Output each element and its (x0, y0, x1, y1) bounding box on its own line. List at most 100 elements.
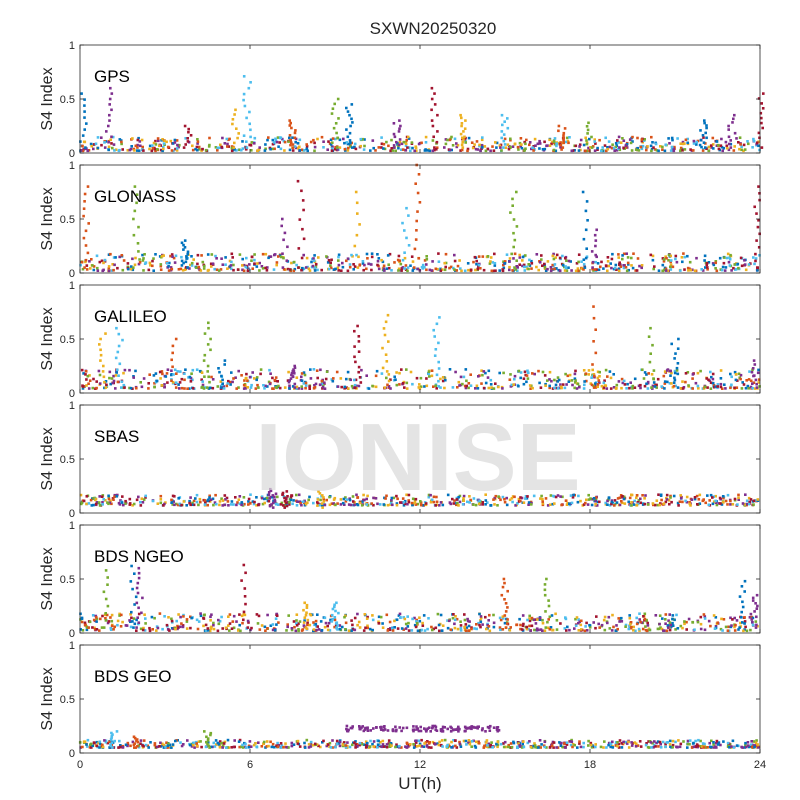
data-point (366, 626, 369, 630)
data-point (753, 744, 756, 747)
data-point (217, 622, 221, 626)
data-point (83, 200, 86, 203)
data-point (114, 256, 117, 259)
panel-label: GLONASS (94, 187, 176, 206)
data-point (101, 370, 105, 373)
data-point (431, 139, 435, 142)
data-point (733, 113, 736, 117)
data-point (559, 383, 562, 386)
data-point (293, 145, 297, 148)
data-point (95, 740, 99, 744)
data-point (681, 500, 684, 504)
data-point (606, 499, 609, 503)
data-point (247, 497, 251, 501)
data-point (79, 149, 83, 152)
data-point (196, 262, 199, 266)
data-point (664, 255, 667, 258)
data-point (543, 266, 547, 269)
data-point (356, 623, 359, 627)
data-point (333, 603, 336, 607)
data-point (701, 134, 705, 137)
data-point (554, 149, 558, 153)
data-point (576, 500, 580, 504)
data-point (382, 745, 386, 748)
data-point (519, 371, 523, 374)
data-point (679, 142, 682, 145)
data-point (203, 503, 207, 506)
data-point (740, 387, 744, 390)
data-point (328, 741, 332, 745)
data-point (474, 268, 477, 272)
data-point (348, 131, 352, 135)
data-point (555, 746, 558, 749)
data-point (696, 371, 700, 375)
data-point (671, 138, 674, 142)
data-point (709, 624, 712, 628)
data-point (409, 149, 412, 153)
data-point (574, 269, 578, 273)
data-point (573, 386, 576, 390)
data-point (588, 626, 592, 629)
data-point (170, 373, 173, 376)
data-point (293, 267, 297, 271)
data-point (309, 740, 313, 744)
data-point (658, 622, 661, 626)
data-point (385, 370, 389, 373)
data-point (635, 622, 639, 626)
data-point (562, 136, 565, 140)
data-point (183, 239, 187, 242)
data-point (485, 739, 489, 742)
data-point (751, 382, 754, 385)
data-point (417, 257, 421, 260)
data-point (183, 378, 186, 382)
data-point (634, 148, 638, 151)
data-point (760, 146, 764, 149)
data-point (411, 617, 414, 621)
data-point (501, 628, 505, 631)
data-point (664, 622, 667, 625)
data-point (592, 305, 595, 308)
data-point (162, 147, 165, 151)
data-point (407, 745, 410, 748)
data-point (462, 138, 465, 141)
data-point (317, 744, 320, 748)
data-point (265, 740, 269, 743)
data-point (160, 254, 164, 258)
data-point (95, 501, 99, 504)
data-point (403, 386, 406, 389)
data-point (459, 113, 462, 117)
data-point (401, 221, 404, 225)
data-point (397, 143, 401, 147)
data-point (670, 342, 673, 346)
data-point (575, 616, 579, 619)
data-point (754, 257, 758, 260)
data-point (273, 147, 276, 151)
data-point (620, 620, 624, 623)
data-point (216, 385, 220, 388)
data-point (363, 743, 366, 746)
data-point (326, 148, 329, 151)
data-point (301, 227, 304, 231)
data-point (435, 387, 438, 390)
data-point (358, 223, 361, 226)
data-point (641, 503, 645, 506)
data-point (195, 500, 199, 504)
data-point (473, 143, 476, 146)
data-point (711, 143, 715, 146)
data-point (135, 586, 139, 590)
data-point (325, 744, 329, 748)
data-point (322, 140, 325, 143)
data-point (669, 254, 672, 258)
data-point (458, 740, 461, 744)
data-point (356, 745, 359, 748)
data-point (363, 498, 366, 502)
data-point (177, 145, 180, 149)
data-point (651, 141, 654, 144)
data-point (189, 496, 192, 499)
data-point (206, 364, 210, 368)
data-point (356, 212, 359, 215)
data-point (421, 263, 425, 267)
data-point (568, 136, 571, 139)
data-point (253, 262, 256, 265)
data-point (84, 146, 87, 149)
